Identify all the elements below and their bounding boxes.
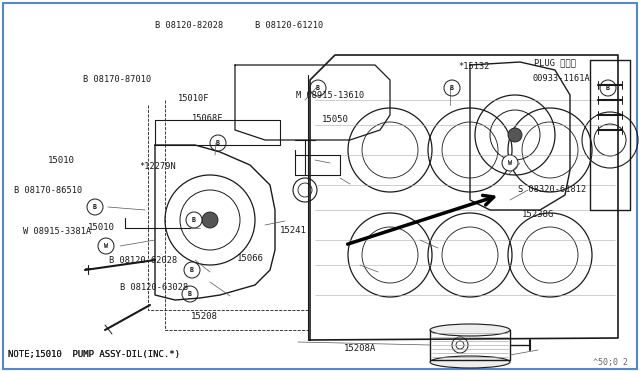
Text: *15132: *15132: [458, 62, 490, 71]
Circle shape: [87, 199, 103, 215]
Text: *12279N: *12279N: [140, 162, 176, 171]
Text: B: B: [450, 85, 454, 91]
Text: W: W: [508, 160, 512, 166]
Text: W 08915-3381A: W 08915-3381A: [23, 227, 92, 236]
Text: 15068F: 15068F: [192, 114, 223, 123]
Text: PLUG プラグ: PLUG プラグ: [534, 59, 577, 68]
Text: 15208A: 15208A: [344, 344, 376, 353]
Text: B: B: [93, 204, 97, 210]
Text: 15241: 15241: [280, 226, 307, 235]
Text: 15066: 15066: [237, 254, 264, 263]
Circle shape: [508, 128, 522, 142]
Circle shape: [210, 135, 226, 151]
Text: B 08120-82028: B 08120-82028: [155, 21, 223, 30]
Text: 15010: 15010: [88, 224, 115, 232]
Text: ^50;0 2: ^50;0 2: [593, 357, 628, 366]
Circle shape: [502, 155, 518, 171]
Text: B: B: [316, 85, 320, 91]
Text: NOTE;15010  PUMP ASSY-DIL(INC.*): NOTE;15010 PUMP ASSY-DIL(INC.*): [8, 350, 180, 359]
Circle shape: [444, 80, 460, 96]
Text: B: B: [190, 267, 194, 273]
Circle shape: [186, 212, 202, 228]
Text: B: B: [188, 291, 192, 297]
Text: 15238G: 15238G: [522, 210, 554, 219]
Text: 15050: 15050: [322, 115, 349, 124]
Text: B: B: [216, 140, 220, 146]
Text: 00933-1161A: 00933-1161A: [532, 74, 590, 83]
Text: S 08320-61812: S 08320-61812: [518, 185, 587, 194]
Circle shape: [98, 238, 114, 254]
Text: 15010F: 15010F: [178, 94, 209, 103]
Text: W: W: [104, 243, 108, 249]
Text: B: B: [192, 217, 196, 223]
Text: B 08120-63028: B 08120-63028: [120, 283, 189, 292]
Text: 15010: 15010: [48, 156, 75, 165]
Text: 15208: 15208: [191, 312, 218, 321]
Text: NOTE;15010  PUMP ASSY-DIL(INC.*): NOTE;15010 PUMP ASSY-DIL(INC.*): [8, 350, 180, 359]
Text: M 08915-13610: M 08915-13610: [296, 92, 364, 100]
Circle shape: [184, 262, 200, 278]
Circle shape: [600, 80, 616, 96]
Text: B 08170-86510: B 08170-86510: [14, 186, 83, 195]
Text: B 08170-87010: B 08170-87010: [83, 76, 152, 84]
Circle shape: [182, 286, 198, 302]
Ellipse shape: [430, 324, 510, 336]
Circle shape: [202, 212, 218, 228]
Text: B 08120-62028: B 08120-62028: [109, 256, 177, 265]
Text: B 08120-61210: B 08120-61210: [255, 21, 323, 30]
Ellipse shape: [430, 356, 510, 368]
Text: B: B: [606, 85, 610, 91]
Circle shape: [310, 80, 326, 96]
